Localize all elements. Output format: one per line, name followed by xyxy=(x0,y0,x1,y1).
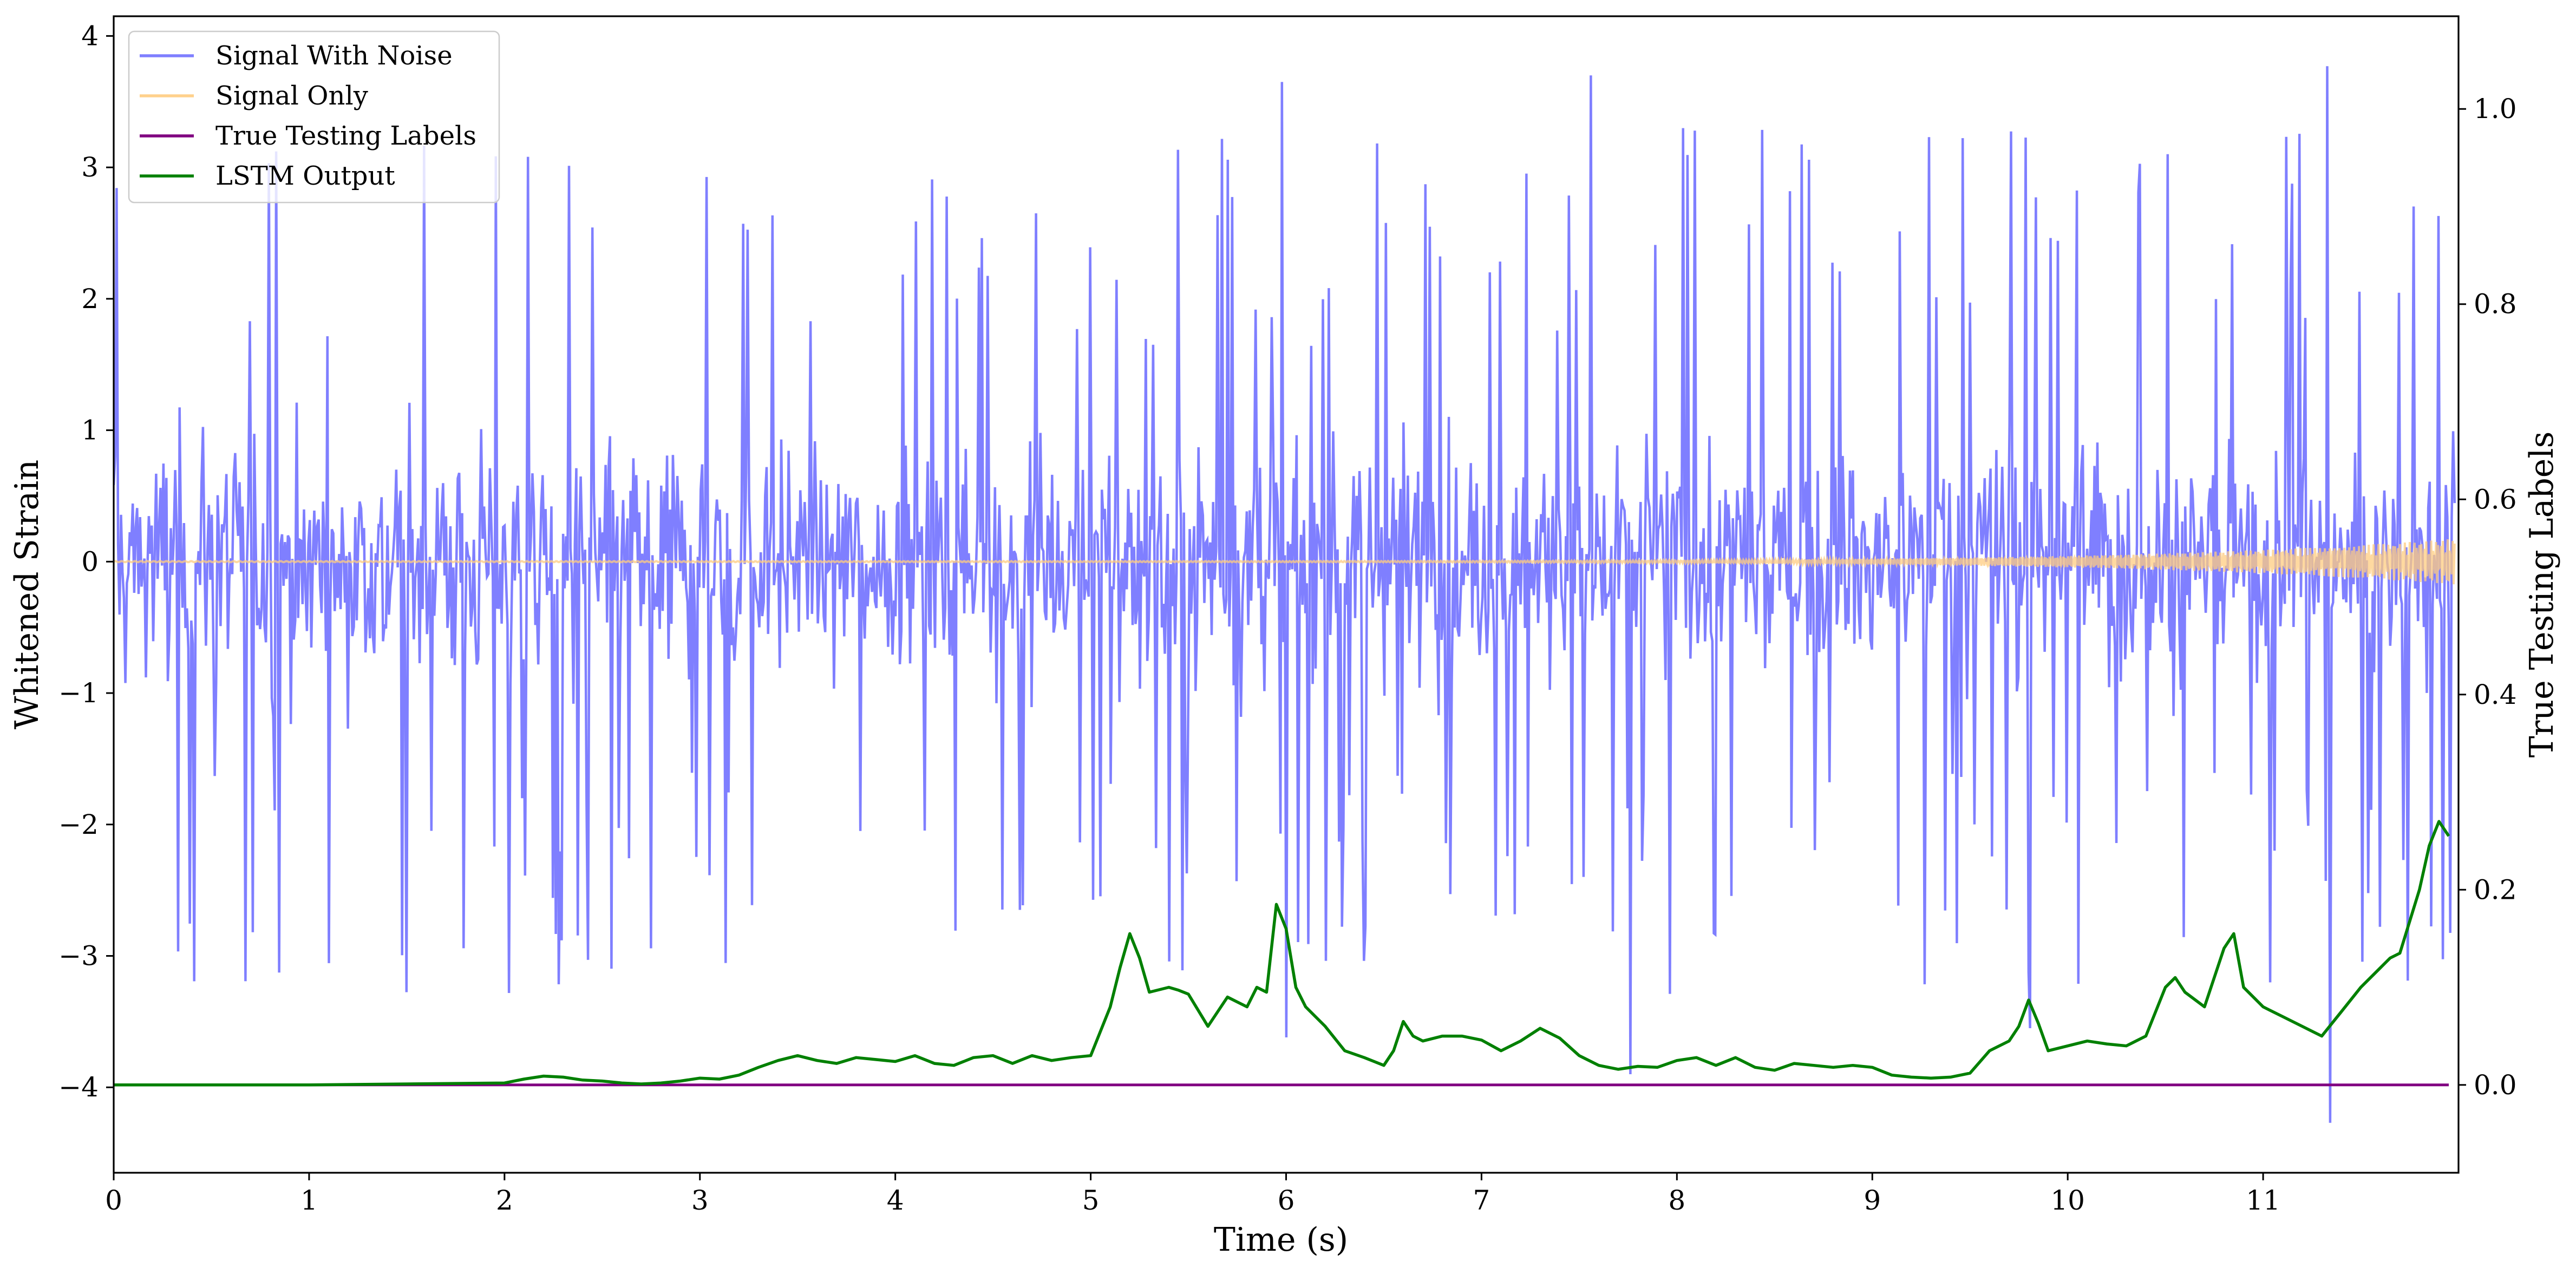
x-tick-label: 6 xyxy=(1278,1185,1295,1216)
x-tick-label: 1 xyxy=(300,1185,318,1216)
x-tick-label: 5 xyxy=(1082,1185,1100,1216)
y-left-tick-label: 4 xyxy=(81,20,99,51)
y-right-tick-label: 1.0 xyxy=(2474,93,2517,125)
legend-box xyxy=(128,30,500,204)
y-axis-right-title: True Testing Labels xyxy=(2523,432,2561,758)
x-tick-label: 3 xyxy=(691,1185,709,1216)
x-tick-label: 2 xyxy=(496,1185,513,1216)
y-right-tick-label: 0.2 xyxy=(2474,874,2517,905)
y-left-tick-label: 2 xyxy=(81,283,99,315)
series-signal-only-line xyxy=(114,539,2456,585)
plot-area xyxy=(114,66,2456,1123)
x-tick-label: 11 xyxy=(2246,1185,2280,1216)
y-axis-right: 0.0 0.2 0.4 0.6 0.8 1.0 xyxy=(2459,93,2517,1101)
x-tick-label: 8 xyxy=(1668,1185,1685,1216)
y-left-tick-label: −3 xyxy=(58,940,99,972)
x-axis: 0 1 2 3 4 5 6 7 8 9 10 11 xyxy=(105,1173,2280,1216)
y-axis-left-title: Whitened Strain xyxy=(8,460,46,729)
x-tick-label: 10 xyxy=(2050,1185,2085,1216)
x-tick-label: 9 xyxy=(1864,1185,1881,1216)
y-left-tick-label: 3 xyxy=(81,152,99,183)
legend-label-signal-only: Signal Only xyxy=(215,81,368,111)
y-left-tick-label: 1 xyxy=(81,415,99,446)
legend: Signal With Noise Signal Only True Testing… xyxy=(128,30,500,204)
x-tick-label: 0 xyxy=(105,1185,122,1216)
y-right-tick-label: 0.6 xyxy=(2474,484,2517,515)
legend-label-lstm-output: LSTM Output xyxy=(215,161,395,191)
y-left-tick-label: −4 xyxy=(58,1072,99,1103)
legend-label-signal-with-noise: Signal With Noise xyxy=(215,41,453,71)
y-right-tick-label: 0.4 xyxy=(2474,679,2517,710)
legend-label-true-testing-labels: True Testing Labels xyxy=(215,121,476,151)
y-left-tick-label: 0 xyxy=(81,546,99,577)
series-signal-with-noise-line xyxy=(114,66,2456,1123)
y-axis-left: −4 −3 −2 −1 0 1 2 3 4 xyxy=(58,20,114,1103)
y-left-tick-label: −1 xyxy=(58,677,99,709)
y-right-tick-label: 0.0 xyxy=(2474,1069,2517,1101)
series-lstm-output-line xyxy=(114,820,2450,1087)
y-left-tick-label: −2 xyxy=(58,809,99,840)
y-right-tick-label: 0.8 xyxy=(2474,289,2517,320)
x-tick-label: 4 xyxy=(887,1185,904,1216)
x-tick-label: 7 xyxy=(1473,1185,1490,1216)
x-axis-title: Time (s) xyxy=(1214,1221,1348,1259)
